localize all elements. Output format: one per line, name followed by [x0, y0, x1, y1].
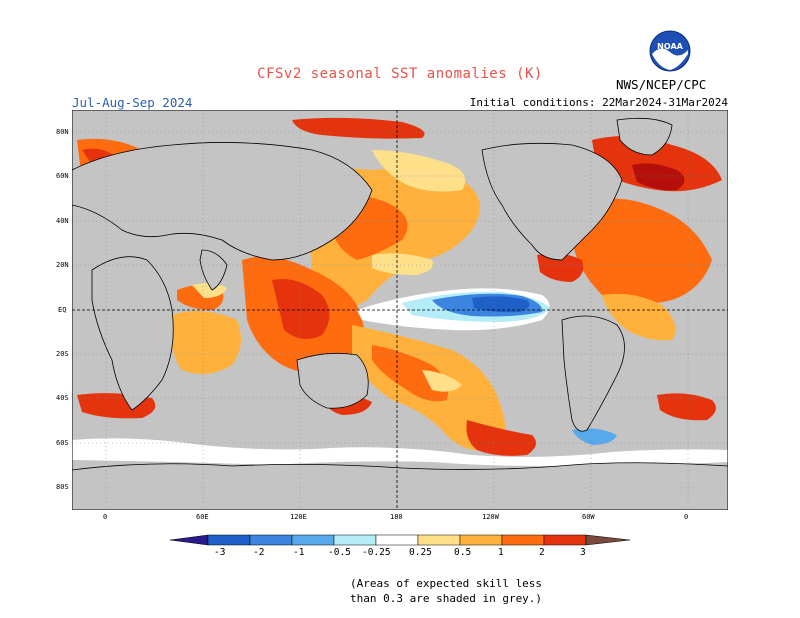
lat-label: 80S [56, 483, 69, 491]
lat-label: 60S [56, 439, 69, 447]
color-scale-legend [170, 534, 630, 546]
lon-label: 120W [482, 513, 499, 521]
legend-swatch [459, 534, 503, 546]
lat-label: 40S [56, 394, 69, 402]
continent-outlines [72, 117, 673, 432]
lat-label: 20S [56, 350, 69, 358]
skill-footnote: (Areas of expected skill less than 0.3 a… [350, 576, 542, 606]
legend-swatch [333, 534, 377, 546]
legend-label: -2 [253, 547, 265, 558]
reference-lines [72, 110, 728, 510]
lat-label: 60N [56, 172, 69, 180]
noaa-logo-text: NOAA [657, 42, 683, 51]
near-zero-areas [72, 438, 728, 466]
lat-label: 80N [56, 128, 69, 136]
legend-label: -0.25 [362, 547, 391, 558]
legend-swatch [249, 534, 293, 546]
legend-label: 0.25 [409, 547, 432, 558]
legend-swatch [501, 534, 545, 546]
legend-label: 0.5 [454, 547, 472, 558]
noaa-logo: NOAA [649, 30, 691, 72]
lon-label: 60W [582, 513, 595, 521]
lat-label: EQ [58, 306, 67, 314]
legend-label: 3 [580, 547, 586, 558]
legend-arrow-high [585, 534, 630, 546]
initial-conditions-label: Initial conditions: 22Mar2024-31Mar2024 [469, 96, 728, 109]
agency-label: NWS/NCEP/CPC [616, 77, 707, 92]
lon-label: 180 [390, 513, 403, 521]
legend-swatch [417, 534, 461, 546]
lon-label: 0 [684, 513, 689, 521]
legend-swatch [207, 534, 251, 546]
antarctica [72, 462, 728, 510]
lat-label: 20N [56, 261, 69, 269]
legend-swatch [543, 534, 587, 546]
legend-swatch [291, 534, 335, 546]
cold-anomalies [357, 288, 617, 445]
lon-label: 0 [103, 513, 108, 521]
legend-label: -3 [214, 547, 226, 558]
map-title: CFSv2 seasonal SST anomalies (K) [257, 66, 543, 82]
sst-anomaly-map [72, 110, 728, 510]
lat-label: 40N [56, 217, 69, 225]
footnote-line1: (Areas of expected skill less [350, 577, 543, 590]
legend-swatch [375, 534, 419, 546]
legend-label: 1 [498, 547, 504, 558]
weak-warm-anomalies [192, 253, 462, 392]
legend-label: -0.5 [328, 547, 351, 558]
legend-arrow-low [170, 534, 209, 546]
lon-label: 60E [196, 513, 209, 521]
lon-label: 120E [290, 513, 307, 521]
legend-label: -1 [293, 547, 305, 558]
season-label: Jul-Aug-Sep 2024 [72, 95, 193, 110]
legend-label: 2 [539, 547, 545, 558]
footnote-line2: than 0.3 are shaded in grey.) [350, 592, 543, 605]
